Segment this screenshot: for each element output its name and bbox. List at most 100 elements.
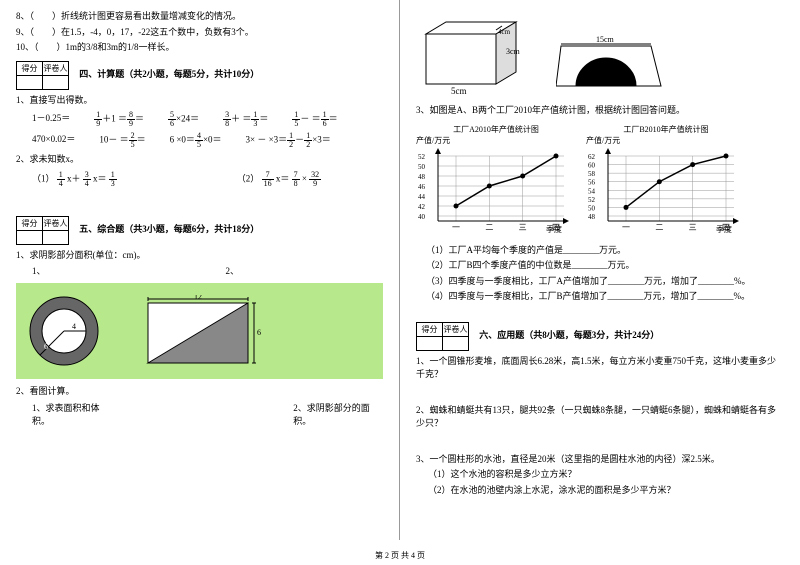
right-column: 4cm 3cm 5cm 15cm 3、如图是A、B两个工厂2010年产值统计图，… — [400, 0, 800, 540]
eq-row-1: 1－0.25＝ 19＋1 ＝89＝ 56×24＝ 38＋ ＝13＝ 15－ ＝1… — [32, 111, 383, 128]
svg-text:三: 三 — [689, 223, 697, 232]
svg-text:44: 44 — [418, 193, 426, 201]
svg-text:12: 12 — [194, 295, 202, 301]
s6-q3b: （2）在水池的池壁内涂上水泥，涂水泥的面积是多少平方米？ — [428, 484, 784, 498]
eq-unknown-1: （1） 14 x＋ 34 x＝ 13 — [32, 171, 117, 188]
sub-d: （4）四季度与一季度相比，工厂B产值增加了________万元，增加了_____… — [426, 290, 784, 304]
svg-text:50: 50 — [418, 163, 426, 171]
eq: 56×24＝ — [168, 111, 199, 128]
svg-text:42: 42 — [418, 203, 426, 211]
svg-text:48: 48 — [588, 213, 596, 221]
eq-row-unknown: （1） 14 x＋ 34 x＝ 13 （2） 716 x＝ 78 × 329 — [32, 171, 383, 188]
svg-text:一: 一 — [452, 223, 460, 232]
figure-area: 4 6 12 6 — [16, 283, 383, 379]
svg-text:5cm: 5cm — [451, 86, 467, 94]
ring-figure: 4 6 — [24, 291, 104, 371]
judge-q8: 8、（ ）折线统计图更容易看出数量增减变化的情况。 — [16, 10, 383, 24]
svg-text:15cm: 15cm — [596, 35, 615, 44]
score-label: 得分 — [17, 61, 43, 75]
eq: 1－0.25＝ — [32, 111, 70, 128]
svg-text:40: 40 — [418, 213, 426, 221]
sub-b: （2）工厂B四个季度产值的中位数是________万元。 — [426, 259, 784, 273]
s5-lbl2: 2、 — [226, 264, 240, 277]
score-table-4: 得分评卷人 — [16, 61, 69, 90]
grader-label: 评卷人 — [43, 61, 69, 75]
svg-text:季度: 季度 — [716, 224, 732, 234]
section5-title: 五、综合题（共3小题，每题6分，共计18分） — [79, 222, 259, 235]
svg-text:54: 54 — [588, 187, 596, 195]
svg-text:56: 56 — [588, 178, 596, 186]
svg-text:二: 二 — [485, 223, 493, 232]
judge-q10: 10、（ ）1m的3/8和3m的1/8一样长。 — [16, 41, 383, 55]
svg-text:4cm: 4cm — [498, 28, 511, 36]
grader-cell — [43, 75, 69, 89]
svg-text:48: 48 — [418, 173, 426, 181]
sub-a: （1）工厂A平均每个季度的产值是________万元。 — [426, 244, 784, 258]
eq-row-2: 470×0.02＝ 10－ ＝25＝ 6 ×0＝45×0＝ 3× － ×3＝12… — [32, 132, 383, 149]
svg-text:50: 50 — [588, 204, 596, 212]
cube-figure: 4cm 3cm 5cm — [416, 14, 526, 94]
chart-row: 工厂A2010年产值统计图 产值/万元 52504846444240 一二三四 … — [416, 124, 784, 238]
section6-header: 得分评卷人 六、应用题（共8小题，每题3分，共计24分） — [416, 322, 784, 351]
chart-b: 工厂B2010年产值统计图 产值/万元 6260585654525048 一二三… — [586, 124, 746, 238]
eq: 10－ ＝25＝ — [99, 132, 145, 149]
s5-q1: 1、求阴影部分面积(单位：cm)。 — [16, 249, 383, 263]
score-label: 得分 — [17, 216, 43, 230]
s5-labels: 1、 2、 — [32, 264, 383, 277]
chart-b-svg: 6260585654525048 一二三四 季度 — [586, 146, 746, 236]
svg-text:6: 6 — [257, 328, 261, 337]
svg-text:52: 52 — [588, 195, 596, 203]
svg-text:三: 三 — [519, 223, 527, 232]
grader-label: 评卷人 — [43, 216, 69, 230]
eq: 15－ ＝16＝ — [292, 111, 337, 128]
svg-text:季度: 季度 — [546, 224, 562, 234]
judge-q9: 9、（ ）在1.5，-4，0，17，-22这五个数中，负数有3个。 — [16, 26, 383, 40]
svg-text:62: 62 — [588, 153, 596, 161]
eq: 3× － ×3＝12－12×3＝ — [246, 132, 331, 149]
s5-q2-sub: 1、求表面积和体积。 2、求阴影部分的面积。 — [32, 401, 383, 427]
svg-text:3cm: 3cm — [506, 47, 521, 56]
triangle-figure: 12 6 — [144, 295, 264, 367]
eq: 6 ×0＝45×0＝ — [170, 132, 222, 149]
chart-a-svg: 52504846444240 一二三四 季度 — [416, 146, 576, 236]
s4-q1: 1、直接写出得数。 — [16, 94, 383, 108]
score-table-6: 得分评卷人 — [416, 322, 469, 351]
svg-text:6: 6 — [44, 342, 48, 351]
score-cell — [417, 336, 443, 350]
chart-a-ylabel: 产值/万元 — [416, 135, 576, 146]
svg-text:60: 60 — [588, 161, 596, 169]
section4-title: 四、计算题（共2小题，每题5分，共计10分） — [79, 67, 259, 80]
eq: 38＋ ＝13＝ — [223, 111, 268, 128]
grader-cell — [443, 336, 469, 350]
s5-q2: 2、看图计算。 — [16, 385, 383, 399]
cube-area: 4cm 3cm 5cm 15cm — [416, 14, 784, 94]
eq-unknown-2: （2） 716 x＝ 78 × 329 — [237, 171, 321, 188]
score-cell — [17, 75, 43, 89]
chart-b-title: 工厂B2010年产值统计图 — [586, 124, 746, 135]
score-table-5: 得分评卷人 — [16, 216, 69, 245]
s6-q3a: （1）这个水池的容积是多少立方米？ — [428, 468, 784, 482]
svg-text:二: 二 — [655, 223, 663, 232]
s6-q2: 2、蜘蛛和蜻蜓共有13只，腿共92条（一只蜘蛛8条腿，一只蜻蜓6条腿），蜘蛛和蜻… — [416, 404, 784, 431]
s5-q2-2: 2、求阴影部分的面积。 — [293, 401, 383, 427]
page-footer: 第 2 页 共 4 页 — [0, 550, 800, 561]
eq: 19＋1 ＝89＝ — [94, 111, 144, 128]
s4-q2: 2、求未知数x。 — [16, 153, 383, 167]
section4-header: 得分评卷人 四、计算题（共2小题，每题5分，共计10分） — [16, 61, 383, 90]
eq: 470×0.02＝ — [32, 132, 75, 149]
section6-title: 六、应用题（共8小题，每题3分，共计24分） — [479, 328, 659, 341]
left-column: 8、（ ）折线统计图更容易看出数量增减变化的情况。 9、（ ）在1.5，-4，0… — [0, 0, 400, 540]
arch-figure: 15cm — [556, 34, 666, 94]
svg-text:4: 4 — [72, 322, 76, 331]
chart-a: 工厂A2010年产值统计图 产值/万元 52504846444240 一二三四 … — [416, 124, 576, 238]
s5-lbl1: 1、 — [32, 264, 46, 277]
score-cell — [17, 230, 43, 244]
s6-q3: 3、一个圆柱形的水池，直径是20米（这里指的是圆柱水池的内径）深2.5米。 — [416, 453, 784, 467]
sub-c: （3）四季度与一季度相比，工厂A产值增加了________万元，增加了_____… — [426, 275, 784, 289]
svg-text:46: 46 — [418, 183, 426, 191]
s5-q2-1: 1、求表面积和体积。 — [32, 401, 113, 427]
svg-text:58: 58 — [588, 170, 596, 178]
s6-q1: 1、一个圆锥形麦堆，底面周长6.28米，高1.5米，每立方米小麦重750千克，这… — [416, 355, 784, 382]
grader-cell — [43, 230, 69, 244]
chart-a-title: 工厂A2010年产值统计图 — [416, 124, 576, 135]
